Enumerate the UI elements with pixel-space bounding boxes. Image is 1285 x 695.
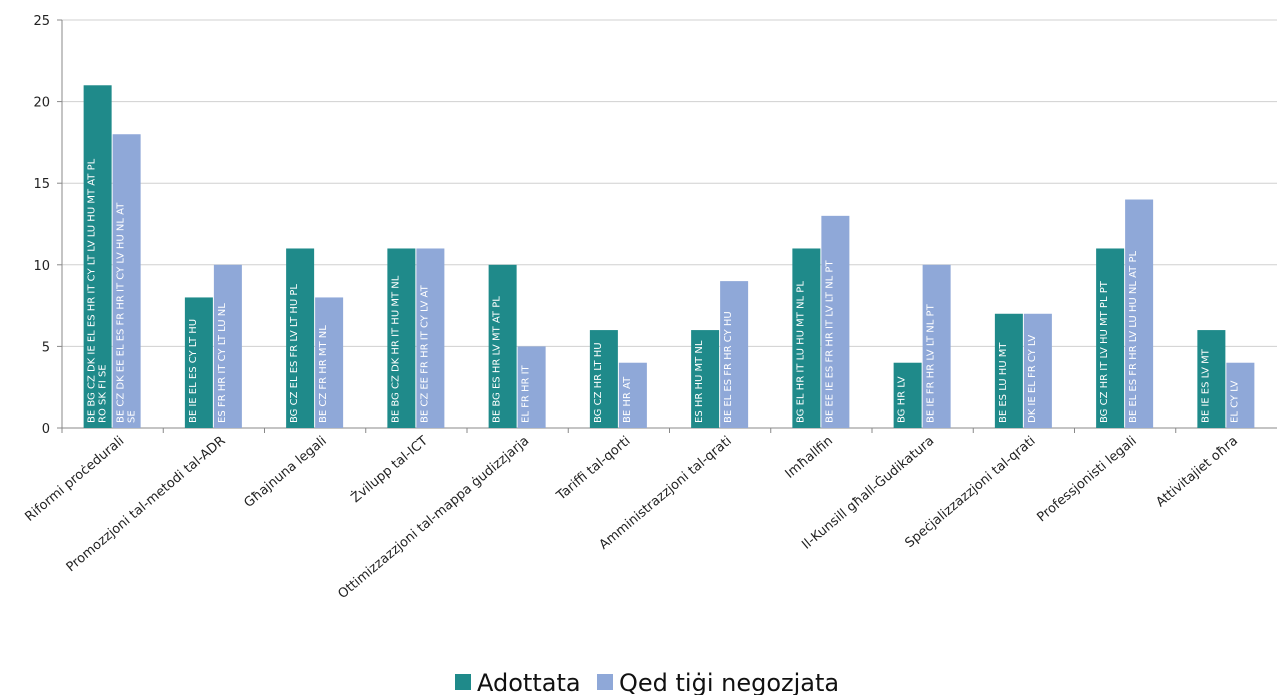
bar-label-qed-tigi-negozjata-1-0: ES FR HR IT CY LT LU NL bbox=[217, 303, 228, 423]
bar-adottata-6 bbox=[691, 330, 720, 428]
category-label-3: Żvilupp tal-ICT bbox=[348, 433, 431, 506]
bar-label-qed-tigi-negozjata-5-0: BE HR AT bbox=[622, 376, 633, 423]
bar-label-adottata-7-0: BG EL HR IT LU HU MT NL PL bbox=[795, 281, 806, 423]
bar-qed-tigi-negozjata-10 bbox=[1125, 199, 1154, 428]
legend-label-adottata: Adottata bbox=[477, 669, 581, 695]
legend-swatch-adottata bbox=[455, 674, 471, 690]
category-label-4: Ottimizzazzjoni tal-mappa ġudizzjarja bbox=[335, 434, 532, 602]
bar-label-adottata-0-0: BE BG CZ DK IE EL ES HR IT CY LT LV LU H… bbox=[87, 158, 98, 423]
bar-qed-tigi-negozjata-0 bbox=[112, 134, 141, 429]
legend: Adottata Qed tiġi negozjata bbox=[455, 669, 839, 695]
bar-label-adottata-1-0: BE IE EL ES CY LT HU bbox=[188, 319, 199, 423]
bar-qed-tigi-negozjata-11 bbox=[1226, 362, 1255, 428]
bar-label-qed-tigi-negozjata-3-0: BE CZ EE FR HR IT CY LV AT bbox=[419, 284, 430, 423]
bar-qed-tigi-negozjata-6 bbox=[720, 281, 749, 428]
bar-qed-tigi-negozjata-2 bbox=[315, 297, 344, 428]
category-label-2: Għajnuna legali bbox=[241, 434, 329, 511]
bar-qed-tigi-negozjata-7 bbox=[821, 215, 850, 428]
bar-label-adottata-8-0: BG HR LV bbox=[897, 376, 908, 423]
bar-adottata-8 bbox=[893, 362, 922, 428]
bar-qed-tigi-negozjata-5 bbox=[618, 362, 647, 428]
bar-layer: BE BG CZ DK IE EL ES HR IT CY LT LV LU H… bbox=[83, 85, 1255, 429]
bar-label-adottata-9-0: BE ES LU HU MT bbox=[998, 342, 1009, 423]
bar-qed-tigi-negozjata-8 bbox=[922, 264, 951, 428]
y-tick-label-5: 5 bbox=[42, 340, 50, 355]
bar-adottata-3 bbox=[387, 248, 416, 428]
bar-adottata-10 bbox=[1096, 248, 1125, 428]
category-label-7: Imħallfin bbox=[783, 434, 836, 482]
bar-label-qed-tigi-negozjata-0-0: BE CZ DK EE EL ES FR HR IT CY LV HU NL A… bbox=[116, 202, 127, 423]
bar-label-adottata-10-0: BG CZ HR IT LV HU MT PL PT bbox=[1099, 280, 1110, 423]
grid-layer bbox=[62, 19, 1277, 347]
bar-label-qed-tigi-negozjata-9-0: DK IE EL FR CY LV bbox=[1027, 335, 1038, 423]
bar-adottata-11 bbox=[1197, 330, 1226, 428]
bar-label-qed-tigi-negozjata-10-0: BE EL ES FR HR LV LU HU NL AT PL bbox=[1128, 251, 1139, 423]
bar-label-adottata-5-0: BG CZ HR LT HU bbox=[593, 342, 604, 423]
bar-adottata-1 bbox=[184, 297, 213, 428]
category-label-0: Riformi proċedurali bbox=[22, 434, 127, 525]
bar-label-qed-tigi-negozjata-6-0: BE EL ES FR HR CY HU bbox=[723, 311, 734, 423]
bar-label-adottata-2-0: BG CZ EL ES FR LV LT HU PL bbox=[289, 284, 300, 423]
bar-adottata-5 bbox=[589, 330, 618, 428]
bar-adottata-7 bbox=[792, 248, 821, 428]
bar-label-qed-tigi-negozjata-8-0: BE IE FR HR LV LT NL PT bbox=[926, 303, 937, 423]
bar-label-qed-tigi-negozjata-0-1: SE bbox=[127, 410, 138, 423]
y-tick-label-20: 20 bbox=[33, 96, 50, 111]
y-tick-label-10: 10 bbox=[33, 259, 50, 274]
bar-adottata-9 bbox=[994, 313, 1023, 428]
category-label-5: Tariffi tal-qorti bbox=[553, 434, 633, 505]
bar-qed-tigi-negozjata-3 bbox=[416, 248, 445, 428]
y-tick-label-15: 15 bbox=[33, 177, 50, 192]
bar-label-adottata-3-0: BE BG CZ DK HR IT HU MT NL bbox=[390, 275, 401, 423]
bar-qed-tigi-negozjata-1 bbox=[213, 264, 242, 428]
bar-qed-tigi-negozjata-4 bbox=[517, 346, 546, 428]
bar-label-qed-tigi-negozjata-4-0: EL FR HR IT bbox=[521, 364, 532, 423]
bar-qed-tigi-negozjata-9 bbox=[1023, 313, 1052, 428]
y-tick-label-25: 25 bbox=[33, 14, 50, 29]
bar-label-adottata-11-0: BE IE ES LV MT bbox=[1200, 348, 1211, 423]
y-tick-label-0: 0 bbox=[42, 422, 50, 437]
bar-label-qed-tigi-negozjata-11-0: EL CY LV bbox=[1229, 380, 1240, 423]
bar-label-adottata-4-0: BE BG ES HR LV MT AT PL bbox=[492, 296, 503, 423]
legend-label-qed-tigi-negozjata: Qed tiġi negozjata bbox=[619, 669, 839, 695]
category-label-11: Attivitajiet oħra bbox=[1153, 434, 1240, 511]
bar-adottata-4 bbox=[488, 264, 517, 428]
category-label-1: Promozzjoni tal-metodi tal-ADR bbox=[64, 434, 229, 576]
legend-swatch-qed-tigi-negozjata bbox=[597, 674, 613, 690]
bar-label-qed-tigi-negozjata-7-0: BE EE IE ES FR HR IT LV LT NL PT bbox=[824, 260, 835, 423]
axis-layer: 0 5 10 15 20 25 bbox=[33, 14, 1277, 437]
bar-adottata-2 bbox=[286, 248, 315, 428]
category-label-10: Professjonisti legali bbox=[1034, 434, 1139, 526]
bar-label-qed-tigi-negozjata-2-0: BE CZ FR HR MT NL bbox=[318, 325, 329, 423]
bar-adottata-0 bbox=[83, 85, 112, 428]
bar-label-adottata-6-0: ES HR HU MT NL bbox=[694, 340, 705, 423]
bar-label-adottata-0-1: RO SK FI SE bbox=[98, 364, 109, 423]
